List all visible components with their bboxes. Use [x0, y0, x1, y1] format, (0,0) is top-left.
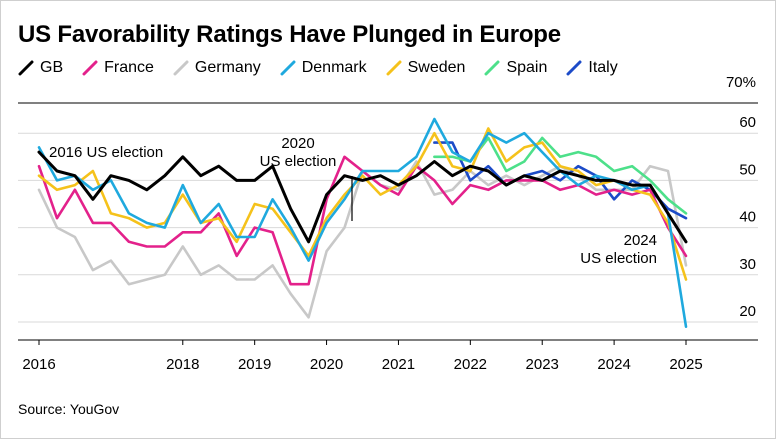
- y-tick-label: 50: [739, 161, 756, 178]
- y-tick-label: 20: [739, 303, 756, 320]
- annotation-text: 2020: [281, 135, 314, 152]
- legend-item-denmark: Denmark: [280, 59, 367, 77]
- x-tick-label: 2018: [166, 356, 199, 373]
- x-tick-label: 2020: [310, 356, 343, 373]
- annotation-text: US election: [260, 153, 337, 170]
- chart-legend: GB France Germany Denmark Sweden Spain Italy: [18, 58, 637, 78]
- x-tick-label: 2024: [597, 356, 630, 373]
- x-tick-label: 2025: [669, 356, 702, 373]
- annotation-text: US election: [580, 250, 657, 267]
- legend-swatch: [82, 60, 98, 76]
- x-tick-label: 2016: [22, 356, 55, 373]
- legend-swatch: [386, 60, 402, 76]
- chart-title: US Favorability Ratings Have Plunged in …: [18, 21, 561, 48]
- source-note: Source: YouGov: [18, 401, 120, 417]
- y-tick-label: 30: [739, 256, 756, 273]
- legend-label: Sweden: [407, 59, 466, 76]
- annotation-text: 2016 US election: [49, 144, 163, 161]
- legend-label: Spain: [506, 59, 548, 76]
- series-line-denmark: [37, 117, 688, 329]
- series-line-sweden: [37, 127, 688, 281]
- legend-label: France: [104, 59, 154, 76]
- annotation-text: 2024: [624, 232, 657, 249]
- legend-item-germany: Germany: [173, 59, 261, 77]
- series-line-spain: [433, 136, 688, 215]
- legend-swatch: [173, 60, 189, 76]
- x-tick-label: 2022: [454, 356, 487, 373]
- legend-label: GB: [40, 59, 64, 76]
- legend-label: Germany: [194, 59, 261, 76]
- legend-label: Denmark: [301, 59, 367, 76]
- legend-swatch: [280, 60, 296, 76]
- legend-swatch: [18, 60, 34, 76]
- legend-item-sweden: Sweden: [386, 59, 466, 77]
- legend-item-france: France: [82, 59, 154, 77]
- legend-item-spain: Spain: [484, 59, 547, 77]
- y-tick-label: 60: [739, 114, 756, 131]
- legend-item-gb: GB: [18, 59, 63, 77]
- series-line-gb: [37, 150, 688, 244]
- legend-item-italy: Italy: [566, 59, 618, 77]
- x-tick-label: 2023: [526, 356, 559, 373]
- x-tick-label: 2019: [238, 356, 271, 373]
- y-tick-label: 40: [739, 209, 756, 226]
- legend-swatch: [566, 60, 582, 76]
- x-tick-label: 2021: [382, 356, 415, 373]
- legend-swatch: [484, 60, 500, 76]
- legend-label: Italy: [588, 59, 618, 76]
- y-tick-label-top: 70%: [726, 74, 756, 91]
